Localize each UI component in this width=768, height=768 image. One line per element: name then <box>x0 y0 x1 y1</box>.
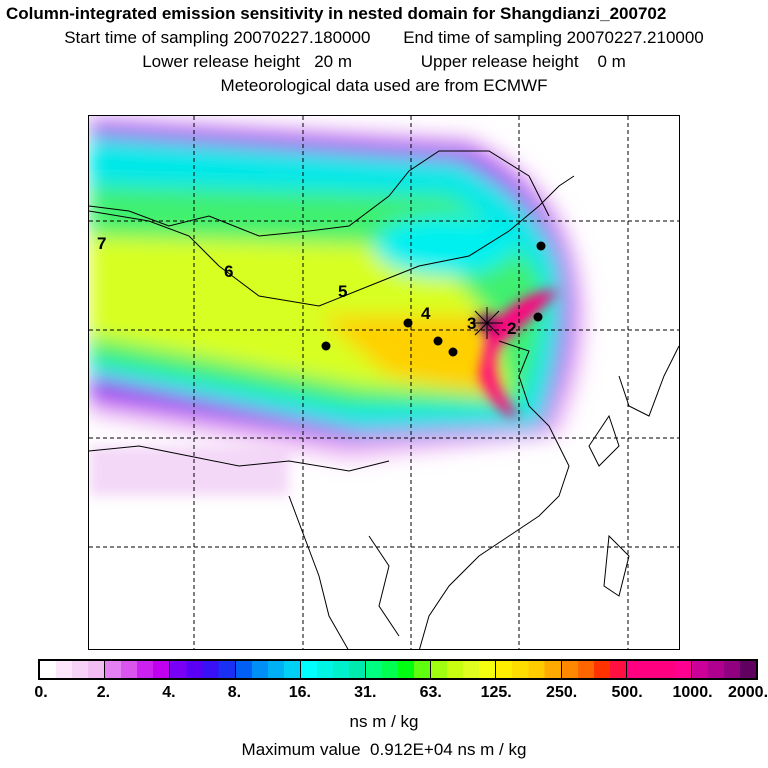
colorbar-bin <box>431 661 497 678</box>
sensitivity-map: 2 3 4 5 6 7 <box>88 115 680 650</box>
maximum-value: Maximum value 0.912E+04 ns m / kg <box>0 740 768 760</box>
colorbar-tick-label: 125. <box>480 684 512 701</box>
end-label: End time of sampling <box>403 28 562 47</box>
map-label: 7 <box>97 234 107 253</box>
release-heights: Lower release height 20 m Upper release … <box>0 52 768 72</box>
met-data-note: Meteorological data used are from ECMWF <box>220 76 548 95</box>
grid-lines <box>89 116 679 649</box>
plot-title: Column-integrated emission sensitivity i… <box>6 4 667 23</box>
colorbar <box>38 659 758 680</box>
start-value: 20070227.180000 <box>233 28 371 47</box>
map-label: 6 <box>224 262 234 281</box>
colorbar-tick-label: 250. <box>546 684 578 701</box>
coastlines <box>89 150 679 649</box>
colorbar-bin <box>235 661 301 678</box>
upper-label: Upper release height <box>420 52 579 71</box>
lower-value: 20 m <box>314 52 352 71</box>
colorbar-bin <box>300 661 366 678</box>
maximum-value-text: 0.912E+04 ns m / kg <box>370 740 527 759</box>
colorbar-bin <box>40 661 106 678</box>
sampling-times: Start time of sampling 20070227.180000 E… <box>0 28 768 48</box>
station-star-icon <box>471 307 503 339</box>
colorbar-unit: ns m / kg <box>349 712 419 731</box>
colorbar-bin <box>105 661 171 678</box>
colorbar-tick-label: 1000. <box>672 684 713 701</box>
trajectory-points <box>321 241 546 357</box>
colorbar-tick-label: 63. <box>419 684 442 701</box>
colorbar-bin <box>561 661 627 678</box>
plume-core <box>479 290 559 417</box>
colorbar-bin <box>691 661 757 678</box>
colorbar-tick-label: 2000. <box>727 684 768 701</box>
start-label: Start time of sampling <box>64 28 229 47</box>
lower-label: Lower release height <box>142 52 301 71</box>
colorbar-tick-label: 8. <box>227 684 242 701</box>
colorbar-bin <box>626 661 692 678</box>
map-label: 2 <box>507 319 517 338</box>
colorbar-tick-label: 2. <box>96 684 111 701</box>
colorbar-tick-label: 4. <box>162 684 176 701</box>
map-label: 3 <box>467 314 477 333</box>
colorbar-bin <box>365 661 432 678</box>
colorbar-tick-label: 31. <box>354 684 377 701</box>
map-field <box>89 116 679 649</box>
colorbar-bin <box>496 661 562 678</box>
map-label: 5 <box>338 282 348 301</box>
upper-value: 0 m <box>597 52 626 71</box>
colorbar-tick-label: 500. <box>611 684 643 701</box>
colorbar-tick-label: 16. <box>288 684 311 701</box>
end-value: 20070227.210000 <box>566 28 704 47</box>
colorbar-bin <box>170 661 236 678</box>
maximum-label: Maximum value <box>241 740 361 759</box>
map-label: 4 <box>421 304 431 323</box>
colorbar-tick-label: 0. <box>34 684 48 701</box>
